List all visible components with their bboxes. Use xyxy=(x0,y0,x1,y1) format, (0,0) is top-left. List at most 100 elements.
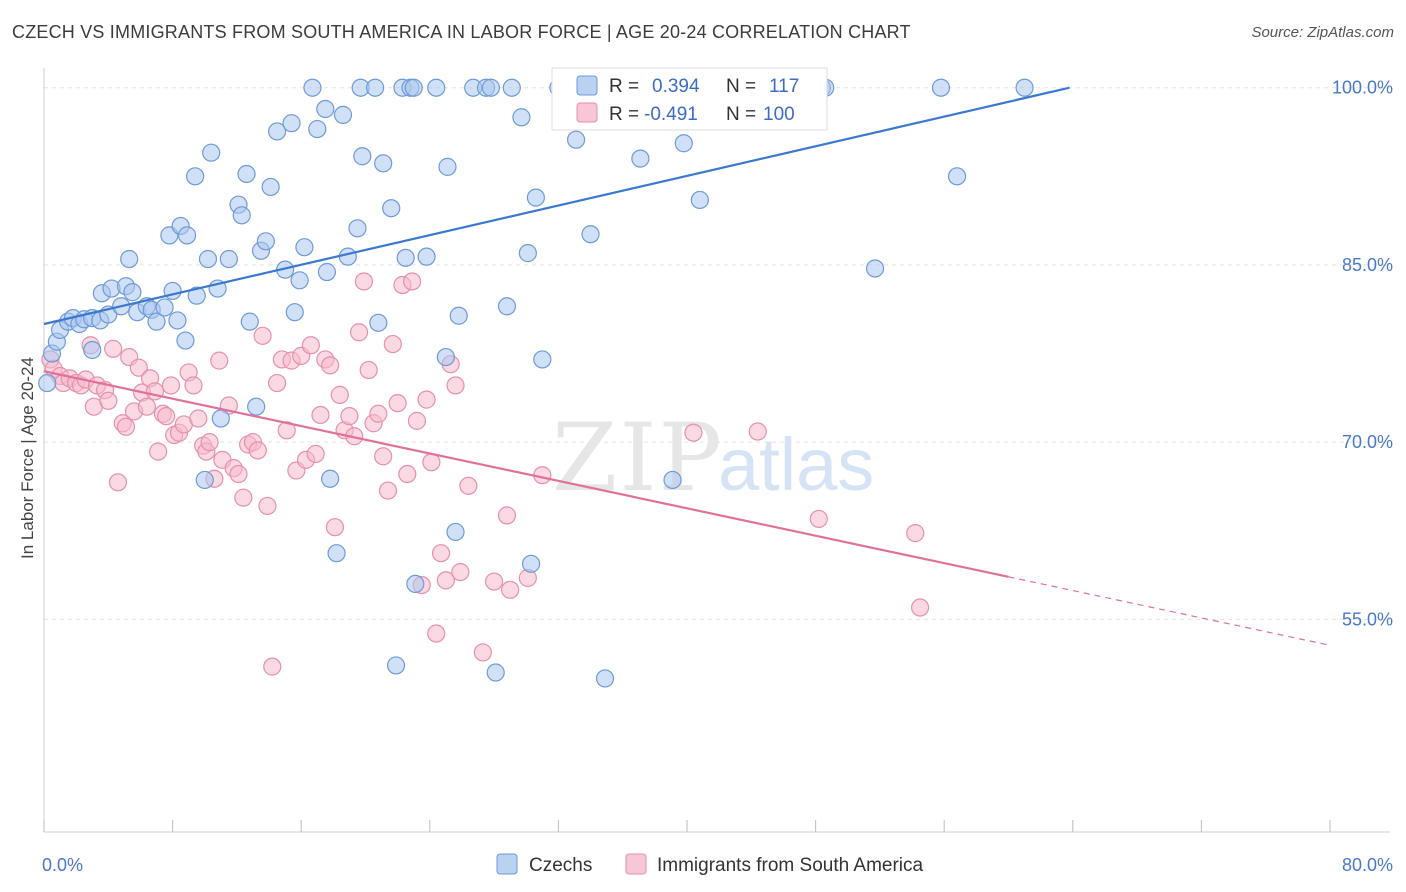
south-america-point xyxy=(200,433,219,452)
czech-point xyxy=(566,130,586,149)
series-south-america-points xyxy=(41,272,930,676)
czech-point xyxy=(417,247,436,266)
legend-n-value-czech: 117 xyxy=(769,76,799,97)
czech-point xyxy=(285,303,304,322)
czech-point xyxy=(631,149,650,168)
legend-bottom-label-czech: Czechs xyxy=(529,855,592,876)
south-america-point xyxy=(383,334,402,354)
czech-point xyxy=(338,247,357,266)
czech-point xyxy=(211,409,230,428)
south-america-point xyxy=(340,407,359,426)
legend-n-value-sa: 100 xyxy=(763,104,795,125)
czech-point xyxy=(581,225,600,244)
south-america-point xyxy=(145,382,165,401)
south-america-point xyxy=(910,598,930,617)
south-america-point xyxy=(234,488,253,507)
czech-point xyxy=(674,134,693,153)
south-america-point xyxy=(906,524,925,543)
czech-point xyxy=(295,238,314,257)
south-america-point xyxy=(108,473,128,492)
legend-swatch-czech xyxy=(576,75,598,96)
czech-point xyxy=(202,143,221,162)
south-america-point xyxy=(253,326,272,345)
trend-line-czech xyxy=(43,86,1070,326)
chart-title: CZECH VS IMMIGRANTS FROM SOUTH AMERICA I… xyxy=(12,22,911,42)
czech-point xyxy=(303,78,322,97)
south-america-point xyxy=(349,323,369,342)
south-america-point xyxy=(149,442,168,461)
czech-point xyxy=(168,311,187,330)
legend-r-label-czech: R = xyxy=(609,76,639,97)
south-america-point xyxy=(137,397,156,416)
legend-n-label-czech: N = xyxy=(726,76,756,97)
czech-point xyxy=(512,108,531,127)
trend-line-south-america-extension xyxy=(1008,576,1331,646)
y-tick-label: 55.0% xyxy=(1342,609,1393,629)
legend-bottom-label-sa: Immigrants from South America xyxy=(657,855,924,876)
x-tick-label-min: 0.0% xyxy=(42,855,83,875)
south-america-point xyxy=(267,373,287,393)
czech-point xyxy=(427,78,446,97)
south-america-point xyxy=(311,405,330,425)
legend-bottom-swatch-czech xyxy=(496,853,518,875)
czech-point xyxy=(497,297,517,316)
south-america-point xyxy=(104,339,123,358)
czech-point xyxy=(353,147,372,166)
czech-point xyxy=(396,248,415,267)
czech-point xyxy=(177,226,197,245)
czech-point xyxy=(406,574,425,594)
czech-point xyxy=(947,167,967,186)
south-america-point xyxy=(497,506,517,525)
czech-point xyxy=(865,259,885,278)
south-america-point xyxy=(321,356,340,375)
south-america-point xyxy=(473,643,492,662)
czech-point xyxy=(308,119,327,139)
south-america-point xyxy=(436,571,455,590)
x-tick-label-max: 80.0% xyxy=(1342,855,1393,875)
south-america-point xyxy=(258,496,277,516)
south-america-point xyxy=(388,394,407,413)
czech-point xyxy=(481,78,500,97)
south-america-point xyxy=(431,544,451,563)
legend-bottom-swatch-sa xyxy=(625,853,647,875)
axes xyxy=(43,68,1390,833)
south-america-point xyxy=(748,422,767,441)
czech-point xyxy=(155,298,174,317)
south-america-point xyxy=(417,390,436,409)
czech-point xyxy=(449,306,468,325)
south-america-point xyxy=(229,464,248,484)
trend-line-south-america xyxy=(43,370,1009,578)
czech-point xyxy=(931,78,951,97)
czech-point xyxy=(366,78,385,97)
czech-point xyxy=(533,350,552,369)
czech-point xyxy=(187,286,206,305)
czech-point xyxy=(518,244,537,263)
czech-point xyxy=(663,470,682,490)
czech-point xyxy=(321,469,340,488)
legend-n-label-sa: N = xyxy=(726,104,756,125)
south-america-point xyxy=(459,476,478,495)
south-america-point xyxy=(99,391,118,410)
czech-point xyxy=(327,544,346,563)
czech-point xyxy=(386,656,406,675)
czech-point xyxy=(256,232,275,251)
south-america-point xyxy=(189,409,208,428)
x-tick-labels: 0.0% 80.0% xyxy=(42,855,1393,875)
south-america-point xyxy=(248,441,267,460)
south-america-point xyxy=(263,657,282,676)
czech-point xyxy=(267,122,287,141)
watermark: ZIP atlas xyxy=(552,404,874,513)
south-america-point xyxy=(184,376,203,395)
czech-point xyxy=(237,164,256,184)
czech-point xyxy=(38,373,57,393)
legend-swatch-sa xyxy=(576,102,598,123)
south-america-point xyxy=(398,464,417,484)
czech-point xyxy=(436,347,455,367)
legend-top: R = 0.394 N = 117 R = -0.491 N = 100 xyxy=(551,67,828,131)
south-america-point xyxy=(116,417,136,436)
czech-point xyxy=(438,157,457,176)
legend-bottom: Czechs Immigrants from South America xyxy=(496,853,924,876)
south-america-point xyxy=(210,351,229,370)
south-america-point xyxy=(485,572,504,591)
